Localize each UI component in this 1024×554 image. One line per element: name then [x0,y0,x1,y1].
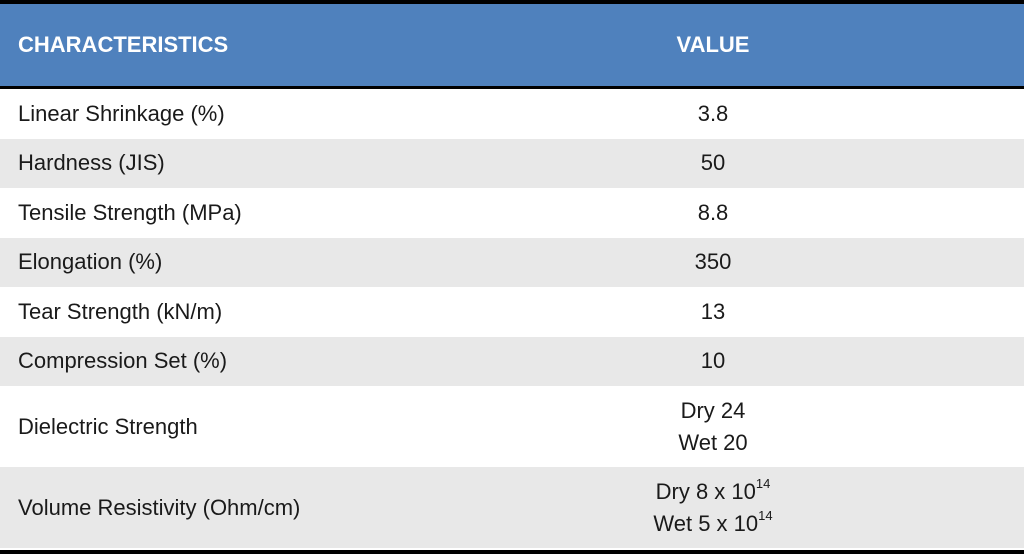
value-line-dry: Dry 8 x 1014 [420,476,1006,508]
value-exponent: 14 [758,508,773,524]
value-base: Dry 8 x 10 [655,478,756,504]
row-value: 50 [700,150,726,176]
header-characteristics: CHARACTERISTICS [18,32,229,57]
table-row: Compression Set (%) 10 [0,336,1024,386]
table-header: CHARACTERISTICS VALUE [0,4,1024,89]
table-row: Tear Strength (kN/m) 13 [0,287,1024,337]
value-line-wet: Wet 5 x 1014 [420,508,1006,540]
value-line-wet: Wet 20 [678,429,748,455]
table-row: Tensile Strength (MPa) 8.8 [0,188,1024,238]
table-row: Elongation (%) 350 [0,237,1024,287]
row-label: Tear Strength (kN/m) [18,298,223,324]
header-value: VALUE [676,32,750,57]
table-row: Dielectric Strength Dry 24 Wet 20 [0,386,1024,467]
row-label: Tensile Strength (MPa) [18,199,242,225]
table-row: Linear Shrinkage (%) 3.8 [0,89,1024,139]
value-line-dry: Dry 24 [680,397,746,423]
row-label: Dielectric Strength [18,413,198,439]
row-label: Linear Shrinkage (%) [18,100,225,126]
row-value: 350 [694,249,732,275]
row-value: 10 [700,348,726,374]
row-label: Compression Set (%) [18,348,228,374]
value-exponent: 14 [755,476,771,492]
row-label: Volume Resistivity (Ohm/cm) [18,494,301,520]
value-base: Wet 5 x 10 [653,510,759,536]
table-row: Volume Resistivity (Ohm/cm) Dry 8 x 1014… [0,467,1024,548]
row-value: Dry 8 x 1014 Wet 5 x 1014 [420,476,1024,540]
row-label: Elongation (%) [18,249,163,275]
row-value: 13 [700,298,726,324]
row-value: Dry 24 Wet 20 [420,395,1024,459]
row-value: 8.8 [697,199,729,225]
row-label: Hardness (JIS) [18,150,165,176]
table-row: Hardness (JIS) 50 [0,138,1024,188]
row-value: 3.8 [697,100,729,126]
